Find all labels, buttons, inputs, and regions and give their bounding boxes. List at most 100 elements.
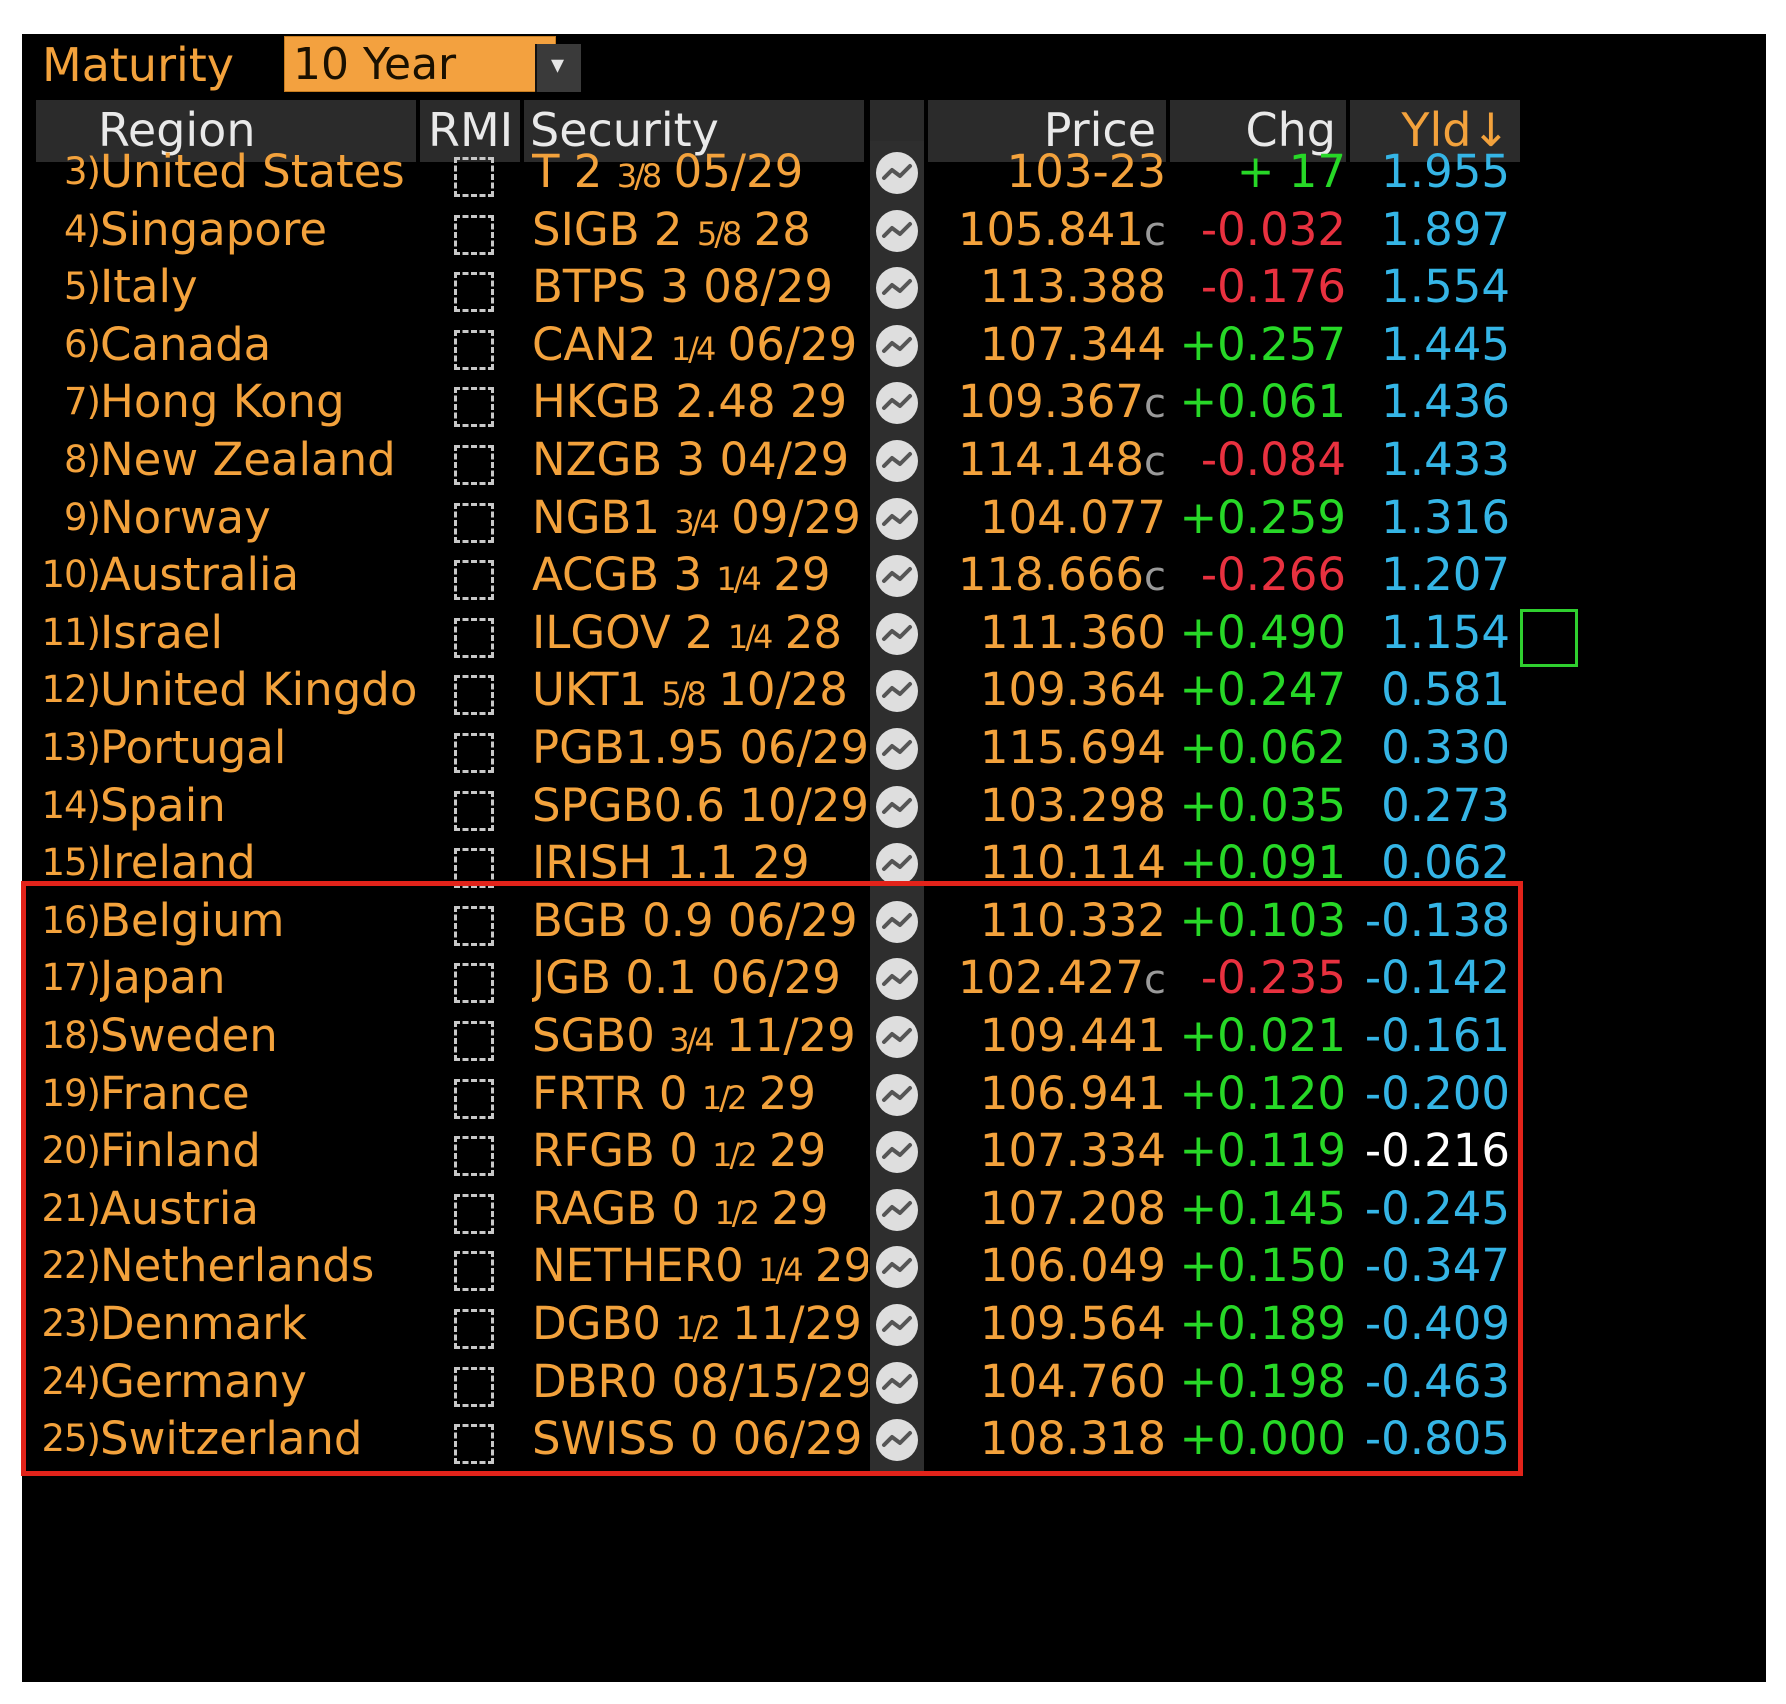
rmi-checkbox[interactable] (454, 675, 494, 716)
table-row[interactable]: 7) Hong Kong HKGB 2.48 29 109.367c +0.061 1.4… (22, 371, 1766, 437)
security-cell[interactable]: T 2 3/8 05/29 (532, 141, 868, 206)
rmi-checkbox[interactable] (454, 272, 494, 313)
security-cell[interactable]: SPGB0.6 10/29 (532, 775, 868, 840)
rmi-checkbox[interactable] (454, 1021, 494, 1061)
region-name[interactable]: Norway (100, 490, 271, 544)
line-chart-icon[interactable] (876, 1304, 918, 1346)
security-cell[interactable]: IRISH 1.1 29 (532, 832, 868, 897)
region-name[interactable]: Germany (100, 1354, 307, 1408)
table-row[interactable]: 10) Australia ACGB 3 1/4 29 118.666c -0.266 1… (22, 544, 1766, 610)
security-cell[interactable]: BTPS 3 08/29 (532, 256, 868, 321)
table-row[interactable]: 11) Israel ILGOV 2 1/4 28 111.360 +0.490 1.15… (22, 601, 1766, 667)
table-row[interactable]: 20) Finland RFGB 0 1/2 29 107.334 +0.119 -0.2… (22, 1120, 1766, 1186)
rmi-checkbox[interactable] (454, 445, 494, 485)
region-name[interactable]: Italy (100, 260, 198, 314)
table-row[interactable]: 18) Sweden SGB0 3/4 11/29 109.441 +0.021 -0.1… (22, 1005, 1766, 1070)
line-chart-icon[interactable] (876, 267, 918, 310)
rmi-checkbox[interactable] (454, 1251, 494, 1292)
line-chart-icon[interactable] (876, 209, 918, 252)
line-chart-icon[interactable] (876, 1073, 918, 1116)
line-chart-icon[interactable] (876, 900, 918, 943)
rmi-checkbox[interactable] (454, 963, 494, 1004)
security-cell[interactable]: SWISS 0 06/29 (532, 1408, 868, 1473)
region-name[interactable]: Finland (100, 1124, 261, 1178)
region-name[interactable]: Spain (100, 778, 226, 832)
table-row[interactable]: 15) Ireland IRISH 1.1 29 110.114 +0.091 0.062 (22, 832, 1766, 898)
security-cell[interactable]: JGB 0.1 06/29 (532, 947, 868, 1012)
table-row[interactable]: 4) Singapore SIGB 2 5/8 28 105.841c -0.032 1.… (22, 198, 1766, 264)
rmi-checkbox[interactable] (454, 617, 494, 658)
line-chart-icon[interactable] (876, 958, 918, 1001)
rmi-checkbox[interactable] (454, 1078, 494, 1119)
rmi-checkbox[interactable] (454, 1424, 494, 1465)
rmi-checkbox[interactable] (454, 560, 494, 601)
line-chart-icon[interactable] (876, 382, 918, 425)
table-row[interactable]: 22) Netherlands NETHER0 1/4 29 106.049 +0.15… (22, 1235, 1766, 1301)
region-name[interactable]: Belgium (100, 893, 285, 947)
rmi-checkbox[interactable] (454, 790, 494, 831)
security-cell[interactable]: NZGB 3 04/29 (532, 429, 868, 494)
rmi-checkbox[interactable] (454, 387, 494, 428)
rmi-checkbox[interactable] (454, 905, 494, 946)
rmi-checkbox[interactable] (454, 1193, 494, 1234)
security-cell[interactable]: HKGB 2.48 29 (532, 371, 868, 436)
line-chart-icon[interactable] (876, 728, 918, 770)
security-cell[interactable]: CAN2 1/4 06/29 (532, 314, 868, 379)
table-row[interactable]: 19) France FRTR 0 1/2 29 106.941 +0.120 -0.20… (22, 1062, 1766, 1128)
region-name[interactable]: Denmark (100, 1297, 307, 1350)
table-row[interactable]: 14) Spain SPGB0.6 10/29 103.298 +0.035 0.273 (22, 774, 1766, 840)
region-name[interactable]: Japan (100, 951, 226, 1005)
rmi-checkbox[interactable] (454, 1136, 494, 1177)
region-name[interactable]: Sweden (100, 1009, 278, 1062)
rmi-checkbox[interactable] (454, 1309, 494, 1349)
region-name[interactable]: Australia (100, 548, 300, 602)
table-row[interactable]: 25) Switzerland SWISS 0 06/29 108.318 +0.000… (22, 1408, 1766, 1474)
line-chart-icon[interactable] (876, 1188, 918, 1231)
line-chart-icon[interactable] (876, 1419, 918, 1462)
region-name[interactable]: Israel (100, 605, 223, 659)
table-row[interactable]: 17) Japan JGB 0.1 06/29 102.427c -0.235 -0.14… (22, 947, 1766, 1013)
security-cell[interactable]: FRTR 0 1/2 29 (532, 1063, 868, 1128)
col-yld[interactable]: Yld↓ (1350, 100, 1520, 162)
line-chart-icon[interactable] (876, 1361, 918, 1404)
region-name[interactable]: Hong Kong (100, 375, 345, 429)
line-chart-icon[interactable] (876, 324, 918, 367)
col-price[interactable]: Price (928, 100, 1166, 162)
rmi-checkbox[interactable] (454, 502, 494, 543)
table-row[interactable]: 8) New Zealand NZGB 3 04/29 114.148c -0.084 1… (22, 429, 1766, 494)
line-chart-icon[interactable] (876, 152, 918, 194)
region-name[interactable]: Canada (100, 317, 272, 371)
line-chart-icon[interactable] (876, 670, 918, 713)
region-name[interactable]: Portugal (100, 721, 287, 774)
col-rmi[interactable]: RMI (420, 100, 520, 162)
region-name[interactable]: Switzerland (100, 1412, 363, 1466)
security-cell[interactable]: DBR0 08/15/29 (532, 1351, 868, 1416)
table-row[interactable]: 6) Canada CAN2 1/4 06/29 107.344 +0.257 1.445 (22, 313, 1766, 379)
security-cell[interactable]: RAGB 0 1/2 29 (532, 1178, 868, 1243)
line-chart-icon[interactable] (876, 555, 918, 598)
maturity-dropdown-button[interactable]: ▾ (535, 44, 581, 92)
security-cell[interactable]: PGB1.95 06/29 (532, 717, 868, 782)
line-chart-icon[interactable] (876, 1016, 918, 1058)
rmi-checkbox[interactable] (454, 848, 494, 889)
security-cell[interactable]: SIGB 2 5/8 28 (532, 199, 868, 264)
col-region[interactable]: Region (36, 100, 416, 162)
region-name[interactable]: Austria (100, 1181, 259, 1235)
security-cell[interactable]: UKT1 5/8 10/28 (532, 659, 868, 724)
region-name[interactable]: France (100, 1066, 250, 1120)
security-cell[interactable]: NGB1 3/4 09/29 (532, 487, 868, 552)
table-row[interactable]: 16) Belgium BGB 0.9 06/29 110.332 +0.103 -0.1… (22, 889, 1766, 955)
table-row[interactable]: 23) Denmark DGB0 1/2 11/29 109.564 +0.189 -0.… (22, 1293, 1766, 1358)
region-name[interactable]: Netherlands (100, 1239, 375, 1293)
region-name[interactable]: United Kingdo... (100, 663, 420, 717)
maturity-select[interactable]: 10 Year (284, 36, 556, 92)
security-cell[interactable]: SGB0 3/4 11/29 (532, 1005, 868, 1070)
line-chart-icon[interactable] (876, 785, 918, 828)
line-chart-icon[interactable] (876, 497, 918, 540)
col-security[interactable]: Security (524, 100, 864, 162)
security-cell[interactable]: DGB0 1/2 11/29 (532, 1293, 868, 1358)
rmi-checkbox[interactable] (454, 1366, 494, 1407)
region-name[interactable]: United States (100, 145, 405, 198)
table-row[interactable]: 21) Austria RAGB 0 1/2 29 107.208 +0.145 -0.2… (22, 1177, 1766, 1243)
table-row[interactable]: 24) Germany DBR0 08/15/29 104.760 +0.198 -0.4… (22, 1350, 1766, 1416)
